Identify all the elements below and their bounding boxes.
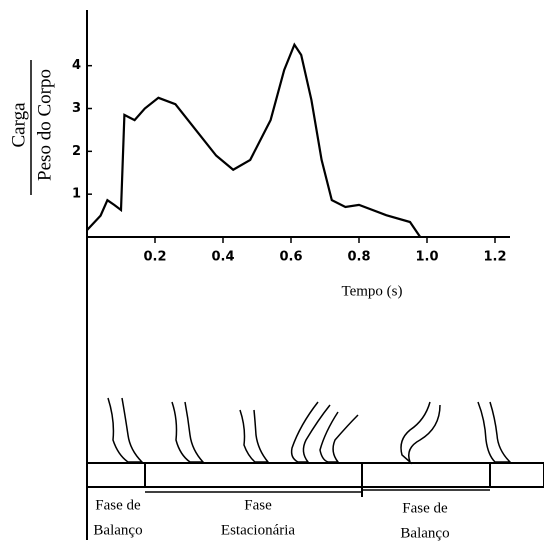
x-axis-title: Tempo (s)	[341, 283, 402, 299]
y-tick-label: 4	[72, 58, 81, 73]
walking-legs	[107, 397, 512, 465]
ground-bar	[86, 462, 544, 488]
x-tick-label: 0.4	[211, 250, 234, 265]
x-tick-label: 0.2	[143, 250, 166, 265]
phase-label: Fase de	[95, 497, 141, 513]
y-tick-label: 1	[72, 187, 81, 202]
phase-label: Balanço	[400, 525, 449, 541]
y-tick-label: 2	[72, 144, 81, 159]
x-tick-label: 1.2	[483, 250, 506, 265]
y-tick-label: 3	[72, 101, 81, 116]
phase-label: Estacionária	[221, 522, 295, 538]
x-tick-label: 0.8	[347, 250, 370, 265]
phase-label: Fase	[244, 497, 272, 513]
x-tick-label: 1.0	[415, 250, 438, 265]
x-tick-label: 0.6	[279, 250, 302, 265]
phase-label: Fase de	[402, 500, 448, 516]
y-label-numerator: Carga	[8, 102, 29, 148]
y-label-denominator: Peso do Corpo	[34, 69, 55, 181]
load-curve	[86, 42, 422, 238]
phase-label: Balanço	[93, 522, 142, 538]
